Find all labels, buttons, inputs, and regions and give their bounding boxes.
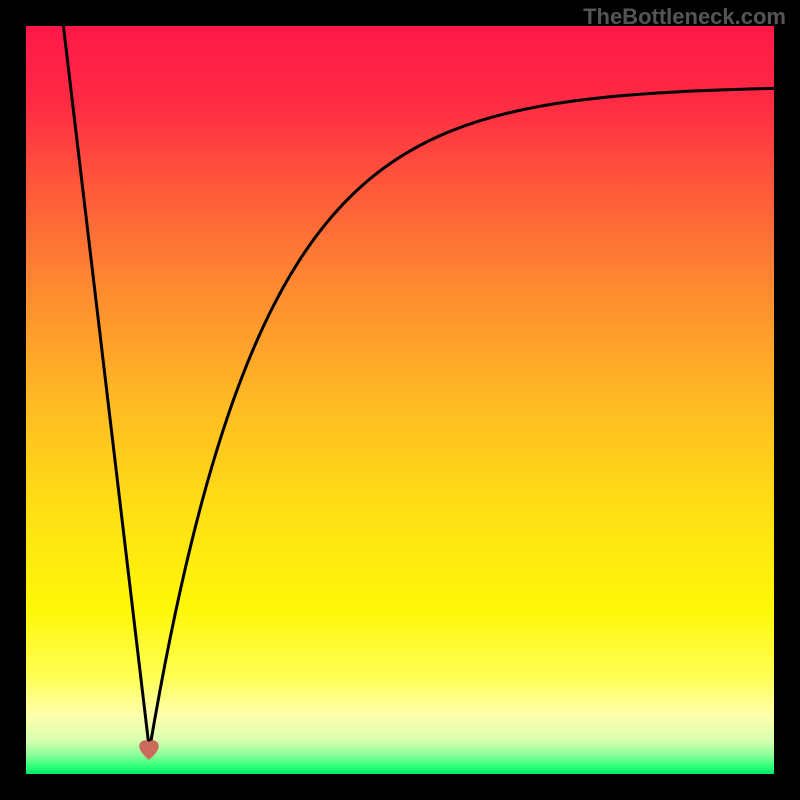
curve-path [63, 26, 774, 750]
curve-svg [26, 26, 774, 774]
heart-icon [140, 740, 160, 760]
watermark-text: TheBottleneck.com [583, 4, 786, 30]
plot-area [26, 26, 774, 774]
heart-marker [136, 737, 162, 763]
